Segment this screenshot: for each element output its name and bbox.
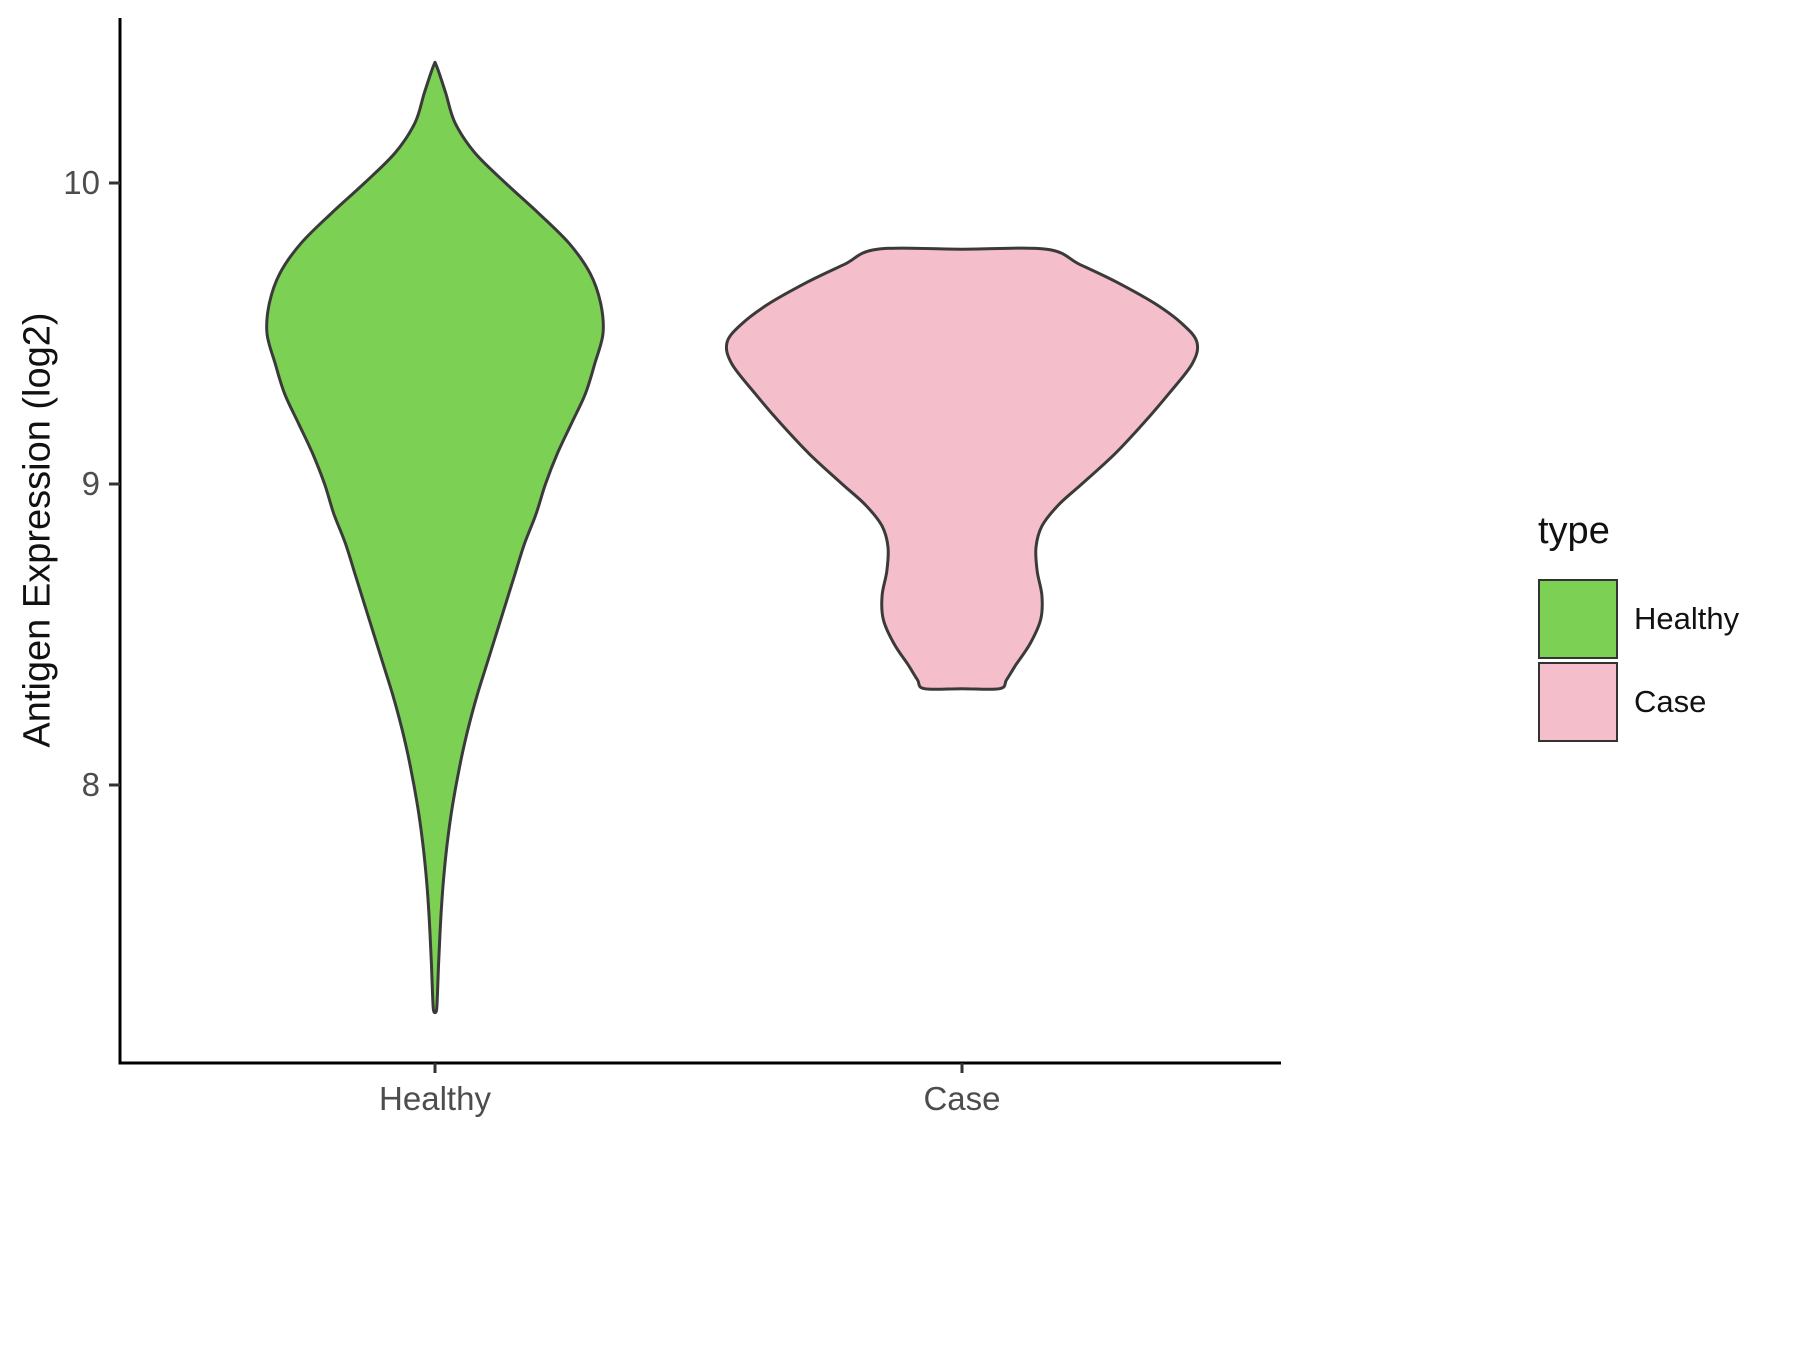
y-axis-title: Antigen Expression (log2) [16,312,59,748]
y-tick-label: 9 [82,465,100,502]
legend-item-healthy: Healthy [1538,577,1739,660]
y-tick-label: 8 [82,766,100,803]
violin-healthy [265,60,605,1015]
x-tick-label: Healthy [379,1080,491,1117]
legend: type Healthy Case [1538,510,1739,743]
violin-case [724,246,1200,691]
y-tick-label: 10 [63,164,100,201]
x-tick-label: Case [923,1080,1000,1117]
legend-label-healthy: Healthy [1634,600,1740,636]
legend-item-case: Case [1538,660,1739,743]
legend-title: type [1538,510,1610,552]
legend-label-case: Case [1634,683,1707,719]
legend-swatch-case [1538,661,1618,742]
legend-swatch-healthy [1538,578,1618,659]
